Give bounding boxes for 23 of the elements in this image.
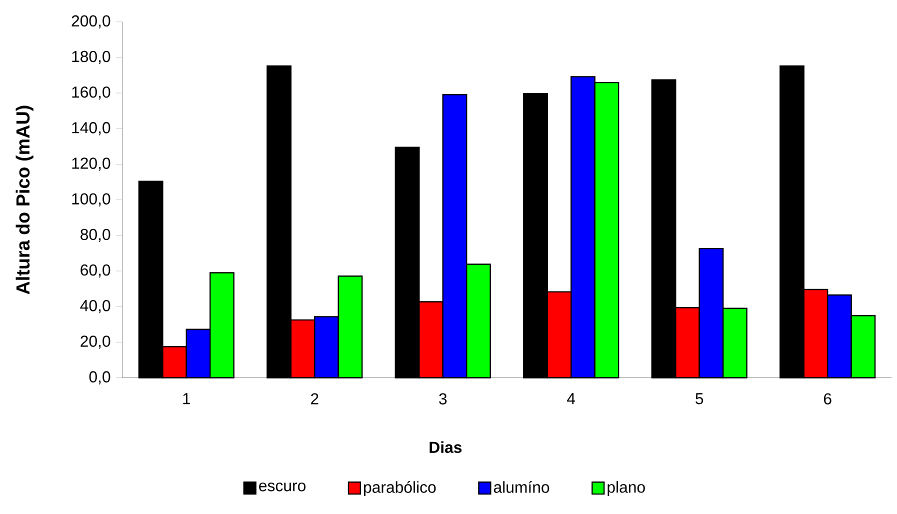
- x-tick-label: 6: [824, 393, 832, 404]
- x-tick-label: 1: [183, 393, 190, 404]
- y-tick-label: 140,0: [72, 122, 110, 136]
- y-tick-label: 120,0: [72, 158, 110, 171]
- y-tick-label: 200,0: [72, 15, 110, 28]
- y-tick-label: 100,0: [72, 193, 110, 206]
- x-tick-label: 5: [696, 393, 704, 404]
- x-tick-label: 3: [439, 393, 447, 404]
- y-tick-label: 20,0: [80, 336, 110, 349]
- y-tick-label: 40,0: [80, 300, 110, 314]
- y-axis-title: Altura do Pico (mAU): [16, 106, 34, 294]
- x-tick-label: 2: [311, 393, 318, 404]
- x-axis-title: Dias: [430, 441, 462, 454]
- y-tick-label: 60,0: [80, 264, 110, 278]
- legend-label: parabólico: [364, 481, 436, 496]
- legend-label: alumíno: [494, 481, 550, 493]
- legend-label: plano: [608, 481, 645, 496]
- legend-label: escuro: [259, 482, 306, 492]
- y-tick-label: 160,0: [72, 86, 110, 100]
- y-tick-label: 180,0: [72, 50, 110, 64]
- x-tick-label: 4: [567, 393, 576, 404]
- y-tick-label: 80,0: [80, 228, 110, 242]
- y-tick-label: 0,0: [89, 371, 110, 384]
